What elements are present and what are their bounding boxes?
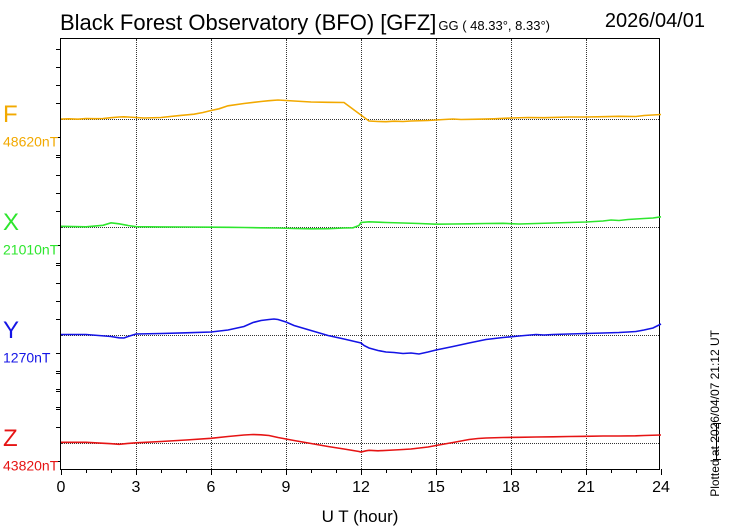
xaxis-label: U T (hour) xyxy=(322,507,399,527)
xtick-12: 12 xyxy=(352,479,370,497)
trace-label-f: F xyxy=(3,101,18,129)
chart-header: Black Forest Observatory (BFO) [GFZ] GG … xyxy=(60,10,715,40)
xtick-3: 3 xyxy=(132,479,141,497)
xtick-21: 21 xyxy=(577,479,595,497)
title-sub: GG ( 48.33°, 8.33°) xyxy=(438,18,550,33)
trace-value-f: 48620nT xyxy=(3,133,58,149)
magnetogram-chart: Black Forest Observatory (BFO) [GFZ] GG … xyxy=(0,0,730,520)
trace-label-y: Y xyxy=(3,317,19,345)
xtick-9: 9 xyxy=(282,479,291,497)
xtick-24: 24 xyxy=(652,479,670,497)
trace-value-y: 1270nT xyxy=(3,349,50,365)
trace-value-x: 21010nT xyxy=(3,241,58,257)
trace-label-z: Z xyxy=(3,425,18,453)
plotted-at-label: Plotted at 2026/04/07 21:12 UT xyxy=(708,330,722,497)
title-main: Black Forest Observatory (BFO) xyxy=(60,10,374,36)
plot-area: F 48620nT X 21010nT Y 1270nT Z 43820nT 0… xyxy=(60,38,660,470)
xtick-18: 18 xyxy=(502,479,520,497)
trace-value-z: 43820nT xyxy=(3,457,58,473)
xtick-6: 6 xyxy=(207,479,216,497)
xtick-0: 0 xyxy=(57,479,66,497)
date-label: 2026/04/01 xyxy=(605,10,705,33)
title-bracket: [GFZ] xyxy=(380,10,436,36)
xtick-15: 15 xyxy=(427,479,445,497)
trace-label-x: X xyxy=(3,209,19,237)
curve-z xyxy=(61,39,661,471)
